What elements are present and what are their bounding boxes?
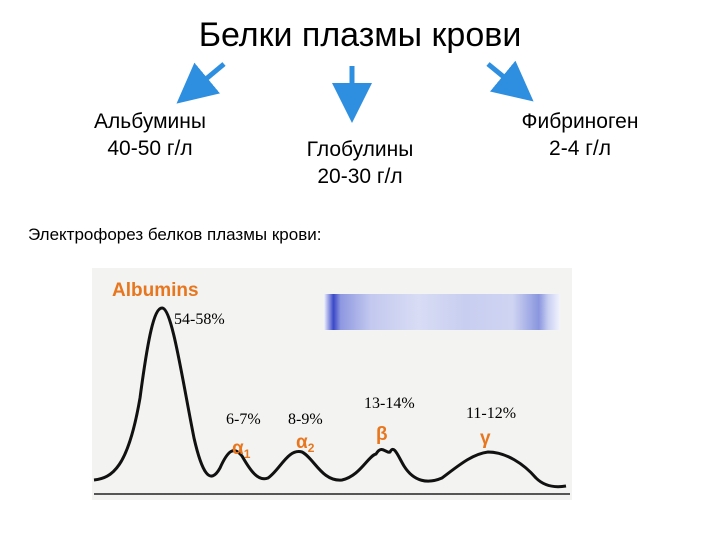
alpha1-percent: 6-7%: [226, 411, 261, 428]
arrow-to-fibrinogen: [486, 60, 534, 102]
electrophoresis-curve: [93, 306, 567, 489]
gamma-percent: 11-12%: [466, 405, 516, 422]
gamma-label: γ: [480, 428, 491, 449]
fibrinogen-value: 2-4 г/л: [549, 137, 611, 160]
albumins-group: Альбумины 40-50 г/л: [60, 108, 240, 162]
alpha2-percent: 8-9%: [288, 411, 323, 428]
alpha1-label: α1: [232, 438, 251, 461]
alpha2-label: α2: [296, 432, 315, 455]
albumins-name: Альбумины: [94, 110, 206, 133]
beta-percent: 13-14%: [364, 395, 415, 412]
albumins-value: 40-50 г/л: [107, 137, 193, 160]
globulins-group: Глобулины 20-30 г/л: [270, 136, 450, 190]
electrophoresis-heading: Электрофорез белков плазмы крови:: [28, 225, 322, 244]
beta-label: β: [376, 424, 388, 445]
albumins-percent: 54-58%: [174, 311, 225, 328]
arrow-to-albumins: [176, 62, 226, 104]
electrophoresis-figure: Albumins 54-58% 6-7% 8-9% 13-14% 11-12% …: [92, 268, 572, 500]
fibrinogen-group: Фибриноген 2-4 г/л: [490, 108, 670, 162]
fibrinogen-name: Фибриноген: [521, 110, 639, 133]
globulins-name: Глобулины: [306, 138, 414, 161]
page-title: Белки плазмы крови: [198, 16, 522, 54]
globulins-value: 20-30 г/л: [317, 165, 403, 188]
electrophoresis-band: [324, 294, 560, 330]
albumins-figure-label: Albumins: [112, 280, 199, 301]
